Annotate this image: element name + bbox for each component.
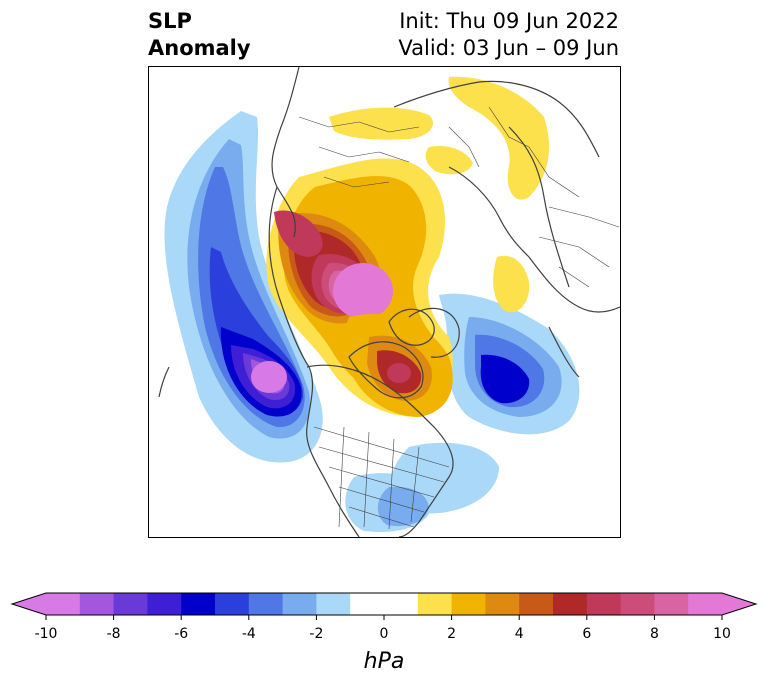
colorbar-unit-label: hPa bbox=[364, 649, 405, 674]
colorbar-svg: -10 -8 -6 -4 -2 0 2 4 6 8 10 hPa bbox=[10, 592, 758, 674]
colorbar-bin bbox=[181, 593, 216, 615]
colorbar-bin bbox=[215, 593, 250, 615]
colorbar-bin bbox=[688, 593, 723, 615]
political-boundaries bbox=[298, 106, 620, 530]
colorbar-tick-label: 10 bbox=[713, 626, 731, 642]
colorbar-max-extension bbox=[722, 593, 756, 615]
colorbar-bin bbox=[451, 593, 486, 615]
hudson-bay-high-anomaly bbox=[345, 313, 453, 417]
colorbar-tick-label: -6 bbox=[174, 626, 188, 642]
colorbar-tick-label: -4 bbox=[242, 626, 256, 642]
colorbar-tick-label: 4 bbox=[515, 626, 524, 642]
colorbar-bin bbox=[147, 593, 182, 615]
colorbar-bin bbox=[350, 593, 419, 615]
colorbar-bin bbox=[248, 593, 284, 615]
colorbar-bin bbox=[113, 593, 148, 615]
valid-range: Valid: 03 Jun – 09 Jun bbox=[398, 36, 619, 60]
map-title: SLP Anomaly bbox=[148, 8, 251, 62]
colorbar-bin bbox=[519, 593, 554, 615]
colorbar-bin bbox=[586, 593, 622, 615]
init-date: Init: Thu 09 Jun 2022 bbox=[399, 9, 619, 33]
colorbar-bin bbox=[79, 593, 115, 615]
colorbar-bin bbox=[316, 593, 351, 615]
map-dates: Init: Thu 09 Jun 2022 Valid: 03 Jun – 09… bbox=[398, 8, 619, 62]
slp-anomaly-map bbox=[148, 66, 621, 538]
colorbar-bin bbox=[654, 593, 689, 615]
title-variable-line1: SLP bbox=[148, 9, 192, 33]
colorbar-tick-label: 8 bbox=[650, 626, 659, 642]
colorbar-bin bbox=[553, 593, 588, 615]
colorbar-tick-label: -10 bbox=[35, 626, 58, 642]
colorbar-bin bbox=[485, 593, 520, 615]
colorbar-tick-label: -8 bbox=[107, 626, 121, 642]
colorbar-min-extension bbox=[12, 593, 46, 615]
atlantic-low-anomaly bbox=[345, 293, 580, 532]
colorbar: -10 -8 -6 -4 -2 0 2 4 6 8 10 hPa bbox=[0, 580, 768, 680]
colorbar-bin bbox=[417, 593, 453, 615]
colorbar-bin bbox=[46, 593, 81, 615]
eurasia-high-anomaly bbox=[329, 76, 549, 313]
colorbar-tick-label: 2 bbox=[447, 626, 456, 642]
colorbar-tick-label: -2 bbox=[309, 626, 323, 642]
colorbar-bin bbox=[282, 593, 317, 615]
coastlines bbox=[158, 67, 620, 537]
colorbar-bin bbox=[620, 593, 655, 615]
colorbar-tick-label: 6 bbox=[582, 626, 591, 642]
pacific-low-anomaly bbox=[164, 111, 323, 463]
title-variable-line2: Anomaly bbox=[148, 36, 251, 60]
colorbar-tick-label: 0 bbox=[380, 626, 389, 642]
